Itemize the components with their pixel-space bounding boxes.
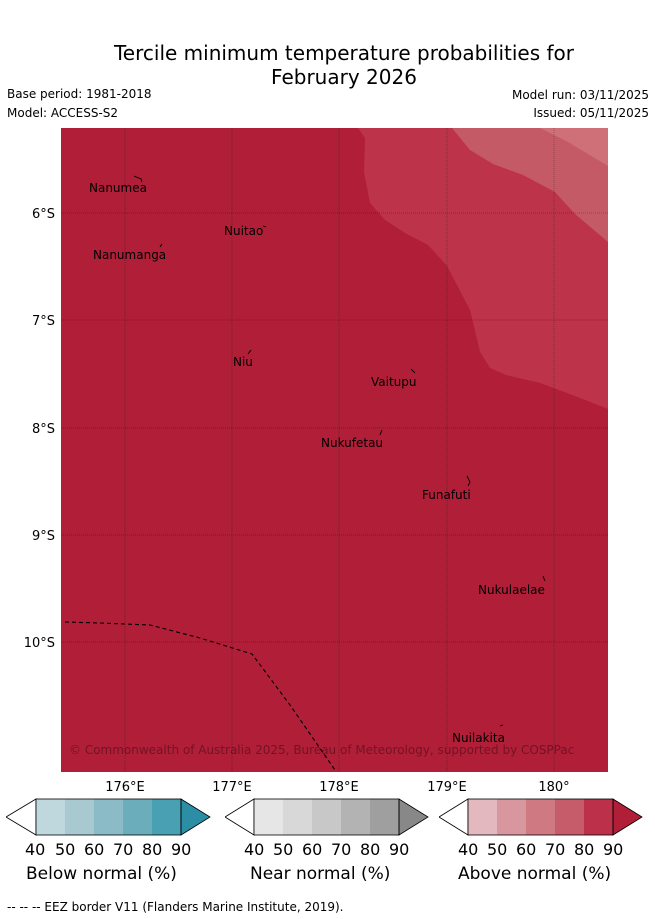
legend-title-above: Above normal (%) <box>458 864 612 884</box>
colorbar-below-seg <box>65 799 94 835</box>
lat-label: 10°S <box>24 636 55 651</box>
colorbar-above-seg <box>439 798 469 836</box>
legend-title-below: Below normal (%) <box>26 864 177 884</box>
colorbar-below-seg <box>94 799 123 835</box>
lat-label: 6°S <box>32 207 55 222</box>
island-niu <box>247 349 252 355</box>
colorbar-below-seg <box>123 799 152 835</box>
island-nanumea <box>133 175 143 183</box>
colorbar-above-seg <box>584 799 613 835</box>
place-label-niu: Niu <box>233 355 253 369</box>
tick-label: 70 <box>545 840 566 859</box>
tick-label: 80 <box>574 840 595 859</box>
footer-note: -- -- -- EEZ border V11 (Flanders Marine… <box>7 900 344 914</box>
colorbar-below-seg <box>36 799 65 835</box>
colorbar-below-normal <box>6 798 211 836</box>
lon-label: 179°E <box>427 780 467 795</box>
legend-title-near: Near normal (%) <box>250 864 391 884</box>
colorbar-near-seg <box>398 798 429 836</box>
tick-label: 50 <box>55 840 76 859</box>
colorbar-above-seg <box>555 799 584 835</box>
lat-label: 8°S <box>32 422 55 437</box>
place-label-nukulaelae: Nukulaelae <box>478 583 545 597</box>
colorbar-below-seg <box>6 798 37 836</box>
tick-label: 90 <box>389 840 410 859</box>
colorbar-above-seg <box>526 799 555 835</box>
lon-label: 178°E <box>319 780 359 795</box>
place-label-nuitao: Nuitao <box>224 224 263 238</box>
tick-label: 60 <box>516 840 537 859</box>
place-label-vaitupu: Vaitupu <box>371 375 417 389</box>
place-label-nanumanga: Nanumanga <box>93 248 166 262</box>
island-nuitao <box>262 225 267 228</box>
tick-label: 50 <box>487 840 508 859</box>
probability-area-70 <box>452 128 608 242</box>
island-nukulaelae <box>542 575 546 582</box>
tick-label: 50 <box>273 840 294 859</box>
colorbar-above-seg <box>612 798 643 836</box>
tick-label: 70 <box>113 840 134 859</box>
colorbar-near-seg <box>225 798 255 836</box>
probability-area-60 <box>540 128 608 166</box>
lon-label: 176°E <box>105 780 145 795</box>
tick-label: 40 <box>244 840 265 859</box>
tick-label: 40 <box>458 840 479 859</box>
lat-label: 9°S <box>32 529 55 544</box>
colorbar-above-normal <box>439 798 643 836</box>
colorbar-above-seg <box>497 799 526 835</box>
lon-label: 177°E <box>212 780 252 795</box>
base-period: Base period: 1981-2018 <box>7 87 152 101</box>
copyright-notice: © Commonwealth of Australia 2025, Bureau… <box>69 743 574 757</box>
island-nanumanga <box>159 243 163 248</box>
colorbar-near-seg <box>283 799 312 835</box>
island-funafuti <box>466 475 471 487</box>
colorbar-near-seg <box>370 799 399 835</box>
probability-area-80 <box>358 128 608 409</box>
colorbar-near-seg <box>341 799 370 835</box>
tick-label: 60 <box>84 840 105 859</box>
colorbar-near-normal <box>225 798 429 836</box>
colorbar-near-seg <box>312 799 341 835</box>
colorbar-near-seg <box>254 799 283 835</box>
model-run: Model run: 03/11/2025 <box>511 88 649 102</box>
tick-label: 80 <box>142 840 163 859</box>
lon-label: 180° <box>538 780 569 795</box>
tick-label: 80 <box>360 840 381 859</box>
place-label-nanumea: Nanumea <box>89 181 147 195</box>
colorbar-below-seg <box>152 799 181 835</box>
tick-label: 90 <box>603 840 624 859</box>
tick-label: 60 <box>302 840 323 859</box>
island-nukufetau <box>379 429 383 436</box>
eez-border <box>64 621 336 771</box>
island-vaitupu <box>410 368 416 374</box>
tick-label: 70 <box>331 840 352 859</box>
island-nuilakita <box>499 724 504 727</box>
colorbar-above-seg <box>468 799 497 835</box>
model-name: Model: ACCESS-S2 <box>7 106 119 120</box>
chart-title: Tercile minimum temperature probabilitie… <box>0 41 655 89</box>
issued-date: Issued: 05/11/2025 <box>533 106 649 120</box>
place-label-nukufetau: Nukufetau <box>321 436 383 450</box>
tick-label: 40 <box>25 840 46 859</box>
place-label-funafuti: Funafuti <box>422 488 471 502</box>
place-label-nuilakita: Nuilakita <box>452 731 505 745</box>
title-line-2: February 2026 <box>271 65 417 89</box>
colorbar-below-seg <box>180 798 211 836</box>
tick-label: 90 <box>171 840 192 859</box>
lat-label: 7°S <box>32 314 55 329</box>
title-line-1: Tercile minimum temperature probabilitie… <box>113 41 575 65</box>
